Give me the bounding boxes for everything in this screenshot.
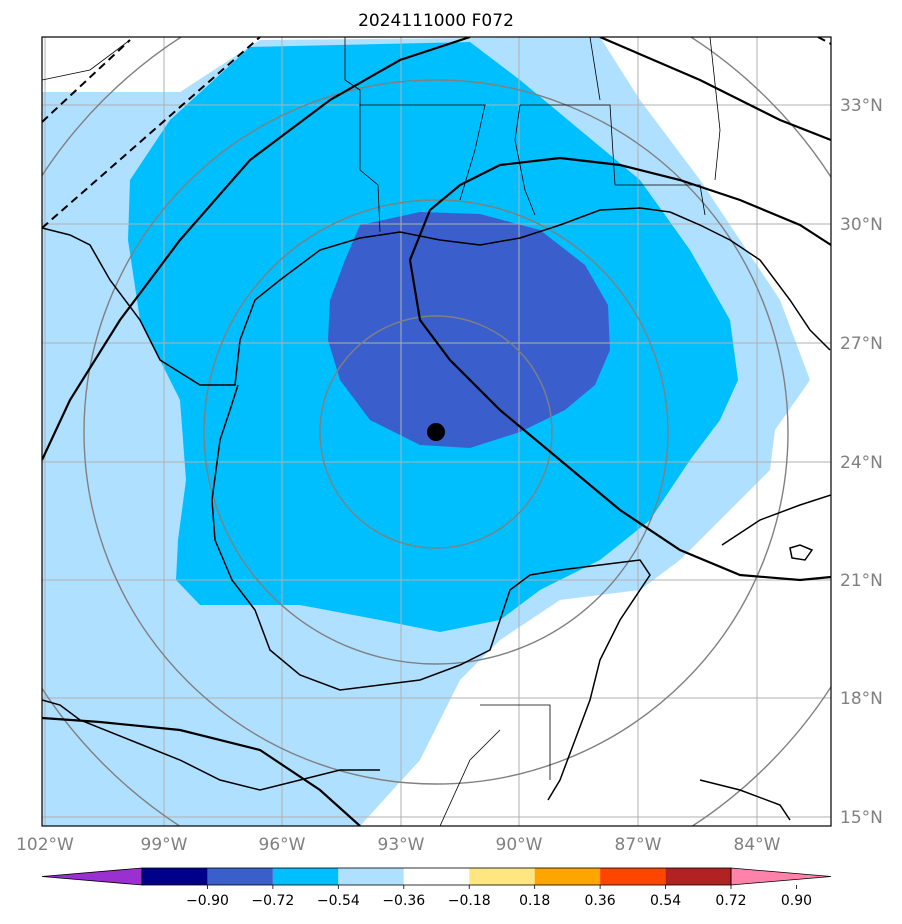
colorbar-tick-label: −0.36 (382, 893, 425, 909)
lon-tick-label: 99°W (141, 835, 188, 855)
lat-tick-label: 24°N (840, 453, 883, 473)
lon-tick-label: 84°W (734, 835, 781, 855)
dashed-contour-lines (42, 37, 831, 229)
colorbar-tick-label: 0.36 (585, 893, 616, 909)
lon-tick-label: 93°W (378, 835, 425, 855)
range-rings (42, 37, 831, 826)
map-title: 2024111000 F072 (358, 11, 514, 31)
lat-tick-label: 21°N (840, 571, 883, 591)
colorbar-swatch (600, 868, 666, 885)
colorbar-extend-high (730, 867, 832, 886)
colorbar-tick-label: 0.72 (715, 893, 746, 909)
colorbar-swatch (272, 868, 339, 885)
colorbar-tick-label: −0.54 (317, 893, 360, 909)
coastlines (42, 207, 831, 821)
lon-tick-labels: 102°W 99°W 96°W 93°W 90°W 87°W 84°W (16, 835, 781, 855)
lon-tick-label: 102°W (16, 835, 74, 855)
contour-band-dark (328, 212, 610, 448)
colorbar-swatch (207, 868, 273, 885)
lon-tick-label: 87°W (615, 835, 662, 855)
state-borders (42, 37, 721, 826)
map-panel (42, 37, 831, 826)
contour-lines (42, 37, 831, 826)
lat-tick-label: 18°N (840, 689, 883, 709)
lon-tick-label: 90°W (496, 835, 543, 855)
colorbar-swatch (469, 868, 535, 885)
lat-tick-label: 27°N (840, 334, 883, 354)
colorbar: −0.90 −0.72 −0.54 −0.36 −0.18 0.18 0.36 0.54 0.7… (41, 867, 832, 909)
colorbar-swatch (142, 868, 208, 885)
lat-tick-label: 15°N (840, 808, 883, 828)
colorbar-tick-label: 0.18 (519, 893, 550, 909)
colorbar-tick-label: 0.90 (781, 893, 812, 909)
lon-tick-label: 96°W (259, 835, 306, 855)
colorbar-tick-label: −0.72 (251, 893, 294, 909)
colorbar-tick-label: −0.18 (448, 893, 491, 909)
map-frame (41, 36, 832, 827)
colorbar-swatch (403, 868, 470, 885)
colorbar-swatch (534, 868, 601, 885)
colorbar-outline (141, 867, 732, 886)
lat-tick-labels: 33°N 30°N 27°N 24°N 21°N 18°N 15°N (840, 96, 883, 828)
colorbar-swatch (665, 868, 731, 885)
storm-center-marker (427, 423, 445, 441)
lat-tick-label: 33°N (840, 96, 883, 116)
colorbar-tick-label: 0.54 (650, 893, 681, 909)
colorbar-extend-low (41, 867, 143, 886)
lat-tick-label: 30°N (840, 215, 883, 235)
colorbar-tick-label: −0.90 (186, 893, 229, 909)
colorbar-swatch (338, 868, 404, 885)
